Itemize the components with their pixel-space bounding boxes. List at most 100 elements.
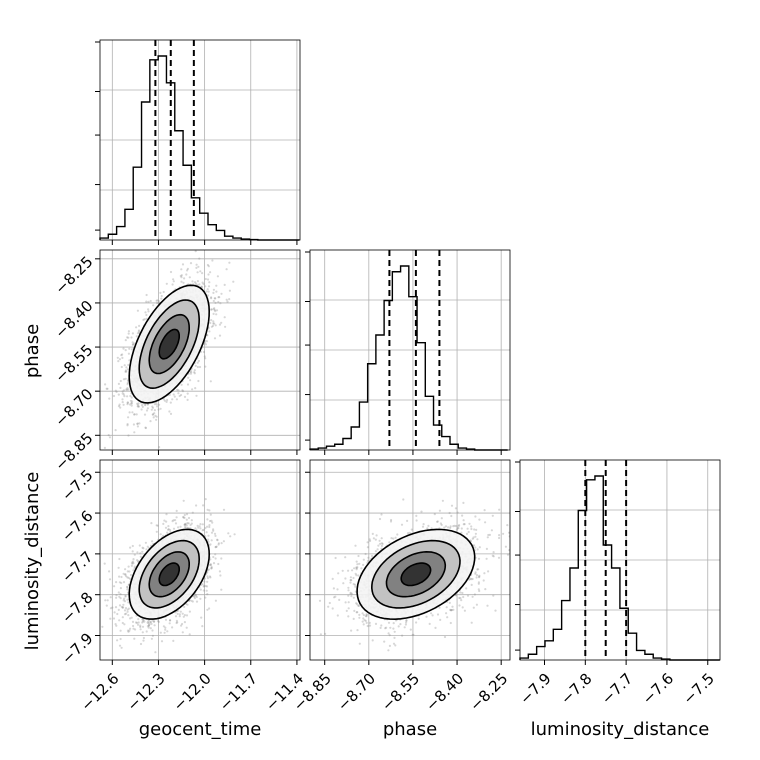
scatter-point bbox=[126, 401, 129, 404]
scatter-point bbox=[196, 271, 199, 274]
scatter-point bbox=[136, 425, 139, 428]
scatter-point bbox=[204, 526, 207, 530]
scatter-point bbox=[181, 389, 184, 392]
scatter-point bbox=[120, 605, 123, 609]
scatter-point bbox=[201, 529, 204, 532]
scatter-point bbox=[206, 580, 209, 583]
scatter-point bbox=[124, 339, 127, 342]
scatter-point bbox=[135, 326, 138, 329]
scatter-point bbox=[121, 606, 124, 609]
scatter-point bbox=[163, 519, 166, 522]
scatter-point bbox=[126, 379, 130, 382]
scatter-point bbox=[115, 390, 118, 393]
scatter-point bbox=[206, 577, 210, 580]
scatter-point bbox=[154, 414, 157, 417]
scatter-point bbox=[117, 360, 120, 363]
scatter-point bbox=[215, 290, 218, 293]
scatter-point bbox=[212, 322, 215, 325]
scatter-point bbox=[217, 543, 220, 546]
scatter-point bbox=[193, 372, 196, 375]
scatter-point bbox=[147, 620, 150, 623]
scatter-point bbox=[146, 407, 149, 410]
scatter-point bbox=[139, 628, 142, 631]
scatter-point bbox=[131, 341, 134, 344]
scatter-point bbox=[140, 408, 143, 411]
scatter-point bbox=[172, 639, 175, 643]
scatter-point bbox=[159, 631, 162, 634]
scatter-point bbox=[128, 577, 132, 580]
scatter-point bbox=[197, 359, 200, 362]
scatter-point bbox=[168, 410, 171, 413]
scatter-point bbox=[117, 393, 120, 396]
scatter-point bbox=[148, 623, 151, 626]
scatter-point bbox=[122, 378, 126, 381]
scatter-point bbox=[175, 621, 178, 625]
scatter-point bbox=[156, 302, 159, 305]
scatter-point bbox=[126, 598, 129, 601]
scatter-point bbox=[206, 334, 209, 337]
scatter-point bbox=[163, 399, 166, 402]
scatter-point bbox=[182, 615, 185, 618]
scatter-point bbox=[186, 522, 189, 525]
scatter-point bbox=[226, 300, 229, 303]
scatter-point bbox=[108, 397, 111, 400]
scatter-point bbox=[174, 519, 177, 522]
scatter-point bbox=[147, 624, 150, 627]
scatter-point bbox=[208, 524, 211, 527]
scatter-point bbox=[209, 271, 212, 274]
scatter-point bbox=[119, 379, 122, 383]
scatter-point bbox=[107, 434, 110, 437]
scatter-point bbox=[219, 302, 222, 305]
scatter-point bbox=[118, 604, 122, 607]
contour-line bbox=[128, 284, 211, 404]
scatter-point bbox=[138, 544, 141, 547]
scatter-point bbox=[177, 526, 180, 529]
scatter-point bbox=[128, 411, 131, 414]
scatter-point bbox=[209, 563, 212, 566]
scatter-point bbox=[117, 382, 120, 385]
scatter-point bbox=[121, 353, 124, 356]
scatter-point bbox=[200, 285, 203, 288]
scatter-point bbox=[184, 526, 187, 530]
scatter-point bbox=[139, 555, 142, 558]
scatter-point bbox=[153, 624, 156, 627]
scatter-point bbox=[131, 562, 134, 565]
scatter-point bbox=[186, 526, 189, 530]
scatter-point bbox=[193, 371, 196, 374]
scatter-point bbox=[116, 356, 119, 359]
scatter-point bbox=[172, 280, 175, 283]
scatter-point bbox=[215, 545, 218, 548]
scatter-point bbox=[141, 625, 145, 628]
scatter-point bbox=[123, 395, 126, 398]
scatter-point bbox=[179, 610, 182, 613]
scatter-point bbox=[155, 403, 158, 406]
scatter-point bbox=[125, 366, 128, 369]
scatter-point bbox=[117, 566, 120, 569]
scatter-point bbox=[118, 403, 121, 406]
scatter-panel-geocent_time-luminosity_distance bbox=[95, 459, 301, 665]
scatter-point bbox=[117, 591, 120, 594]
scatter-point bbox=[213, 297, 216, 300]
scatter-point bbox=[121, 616, 124, 619]
scatter-point bbox=[150, 408, 153, 411]
scatter-point bbox=[145, 293, 148, 297]
scatter-point bbox=[112, 394, 116, 398]
scatter-point bbox=[199, 270, 202, 273]
scatter-point bbox=[186, 603, 189, 606]
scatter-point bbox=[186, 267, 189, 270]
scatter-point bbox=[168, 393, 171, 396]
scatter-point bbox=[196, 524, 199, 527]
scatter-point bbox=[178, 613, 181, 616]
scatter-point bbox=[136, 621, 139, 625]
scatter-point bbox=[155, 530, 158, 533]
scatter-point bbox=[115, 624, 118, 627]
scatter-point bbox=[183, 523, 186, 526]
scatter-point bbox=[129, 399, 132, 402]
scatter-point bbox=[130, 396, 133, 399]
scatter-point bbox=[185, 524, 188, 527]
scatter-point bbox=[213, 308, 216, 312]
scatter-point bbox=[195, 600, 199, 603]
scatter-point bbox=[206, 518, 209, 521]
scatter-point bbox=[122, 572, 125, 575]
scatter-point bbox=[214, 557, 217, 560]
